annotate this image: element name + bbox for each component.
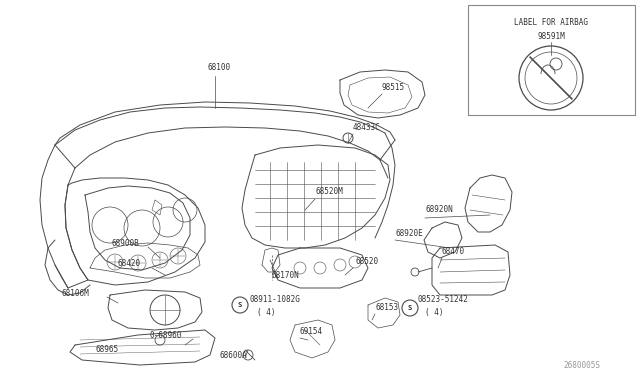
Text: 48433C: 48433C — [353, 122, 381, 131]
Text: 68170N: 68170N — [271, 270, 299, 279]
Text: 68900B: 68900B — [112, 238, 140, 247]
Text: 08911-1082G: 08911-1082G — [250, 295, 301, 305]
Circle shape — [402, 300, 418, 316]
Text: 08523-51242: 08523-51242 — [418, 295, 469, 305]
Text: ( 4): ( 4) — [425, 308, 444, 317]
Text: S: S — [408, 305, 412, 311]
Text: 69154: 69154 — [300, 327, 323, 337]
Text: 68920E: 68920E — [395, 228, 423, 237]
Text: 0-68960: 0-68960 — [150, 330, 182, 340]
Text: 68420: 68420 — [118, 259, 141, 267]
Text: 68106M: 68106M — [62, 289, 90, 298]
Text: 68470: 68470 — [442, 247, 465, 257]
Text: 98591M: 98591M — [537, 32, 565, 41]
Text: 68920N: 68920N — [425, 205, 452, 215]
Text: S: S — [238, 302, 242, 308]
Text: 68153: 68153 — [376, 302, 399, 311]
Text: LABEL FOR AIRBAG: LABEL FOR AIRBAG — [514, 18, 588, 27]
Text: 68600A: 68600A — [220, 350, 248, 359]
Bar — [468, 5, 635, 115]
Text: ( 4): ( 4) — [257, 308, 275, 317]
Circle shape — [232, 297, 248, 313]
Text: 68100: 68100 — [208, 64, 231, 73]
Text: 98515: 98515 — [382, 83, 405, 92]
Text: 68520: 68520 — [355, 257, 378, 266]
Text: 68520M: 68520M — [315, 187, 343, 196]
Text: 2680005S: 2680005S — [563, 360, 600, 369]
Text: 68965: 68965 — [96, 346, 119, 355]
